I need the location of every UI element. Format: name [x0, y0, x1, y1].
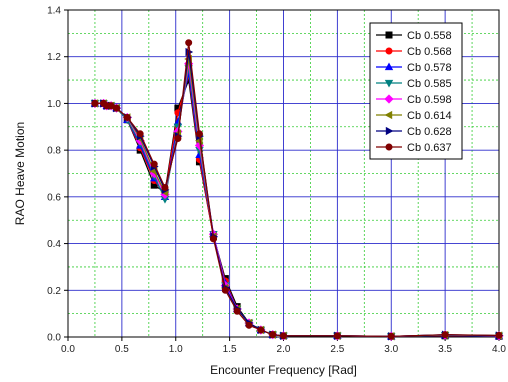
x-tick-label: 1.0: [169, 344, 183, 355]
legend-label: Cb 0.585: [407, 78, 452, 90]
legend-marker: [384, 79, 394, 88]
y-tick-label: 0.6: [47, 192, 61, 203]
data-point: [279, 332, 287, 340]
legend-box: [369, 22, 463, 160]
data-point: [185, 39, 193, 47]
legend-item: Cb 0.578: [376, 62, 452, 74]
legend-marker: [385, 31, 393, 39]
data-point: [112, 104, 120, 112]
legend: Cb 0.558 Cb 0.568 Cb 0.578 Cb 0.585 Cb 0.598…: [369, 22, 463, 160]
x-tick-label: 0.0: [61, 344, 75, 355]
legend-item: Cb 0.637: [376, 142, 452, 154]
y-tick-label: 1.2: [47, 52, 61, 63]
data-point: [441, 331, 449, 339]
legend-marker: [384, 62, 394, 71]
legend-marker: [385, 126, 394, 136]
x-tick-label: 3.0: [384, 344, 398, 355]
y-tick-label: 1.4: [47, 6, 61, 17]
data-point: [174, 134, 182, 142]
data-point: [136, 130, 144, 138]
data-point: [245, 321, 253, 329]
data-point: [91, 99, 99, 107]
x-tick-label: 2.0: [277, 344, 291, 355]
legend-label: Cb 0.568: [407, 46, 452, 58]
y-tick-label: 0.8: [47, 146, 61, 157]
x-tick-label: 3.5: [438, 344, 452, 355]
y-tick-label: 0.0: [47, 333, 61, 344]
legend-label: Cb 0.558: [407, 30, 452, 42]
x-axis-title: Encounter Frequency [Rad]: [210, 363, 357, 377]
data-point: [161, 184, 169, 192]
y-tick-label: 0.4: [47, 239, 61, 250]
legend-item: Cb 0.558: [376, 30, 452, 42]
y-axis-title: RAO Heave Motion: [13, 122, 27, 225]
data-point: [150, 160, 158, 168]
y-tick-label: 0.2: [47, 286, 61, 297]
data-point: [221, 286, 229, 294]
data-point: [269, 331, 277, 339]
data-point: [387, 332, 395, 340]
data-point: [257, 326, 265, 334]
series-layer: [90, 39, 504, 341]
legend-label: Cb 0.614: [407, 110, 452, 122]
data-point: [209, 235, 217, 243]
x-tick-label: 2.5: [330, 344, 344, 355]
data-point: [123, 113, 131, 121]
x-tick-label: 0.5: [115, 344, 129, 355]
y-tick-label: 1.0: [47, 99, 61, 110]
data-point: [333, 332, 341, 340]
data-point: [233, 307, 241, 315]
legend-item: Cb 0.614: [376, 110, 452, 122]
legend-label: Cb 0.637: [407, 142, 452, 154]
series-cb-0.637: [91, 39, 503, 340]
legend-label: Cb 0.598: [407, 94, 452, 106]
legend-item: Cb 0.585: [376, 78, 452, 90]
legend-item: Cb 0.568: [376, 46, 452, 58]
x-tick-label: 1.5: [223, 344, 237, 355]
legend-label: Cb 0.628: [407, 126, 452, 138]
legend-item: Cb 0.628: [376, 126, 452, 138]
data-point: [495, 331, 503, 339]
legend-item: Cb 0.598: [376, 94, 452, 106]
legend-marker: [384, 94, 394, 104]
minor-grid: [68, 10, 499, 337]
legend-label: Cb 0.578: [407, 62, 452, 74]
legend-marker: [385, 47, 393, 55]
data-point: [195, 130, 203, 138]
legend-marker: [385, 143, 393, 151]
legend-marker: [384, 110, 393, 120]
x-tick-label: 4.0: [492, 344, 506, 355]
